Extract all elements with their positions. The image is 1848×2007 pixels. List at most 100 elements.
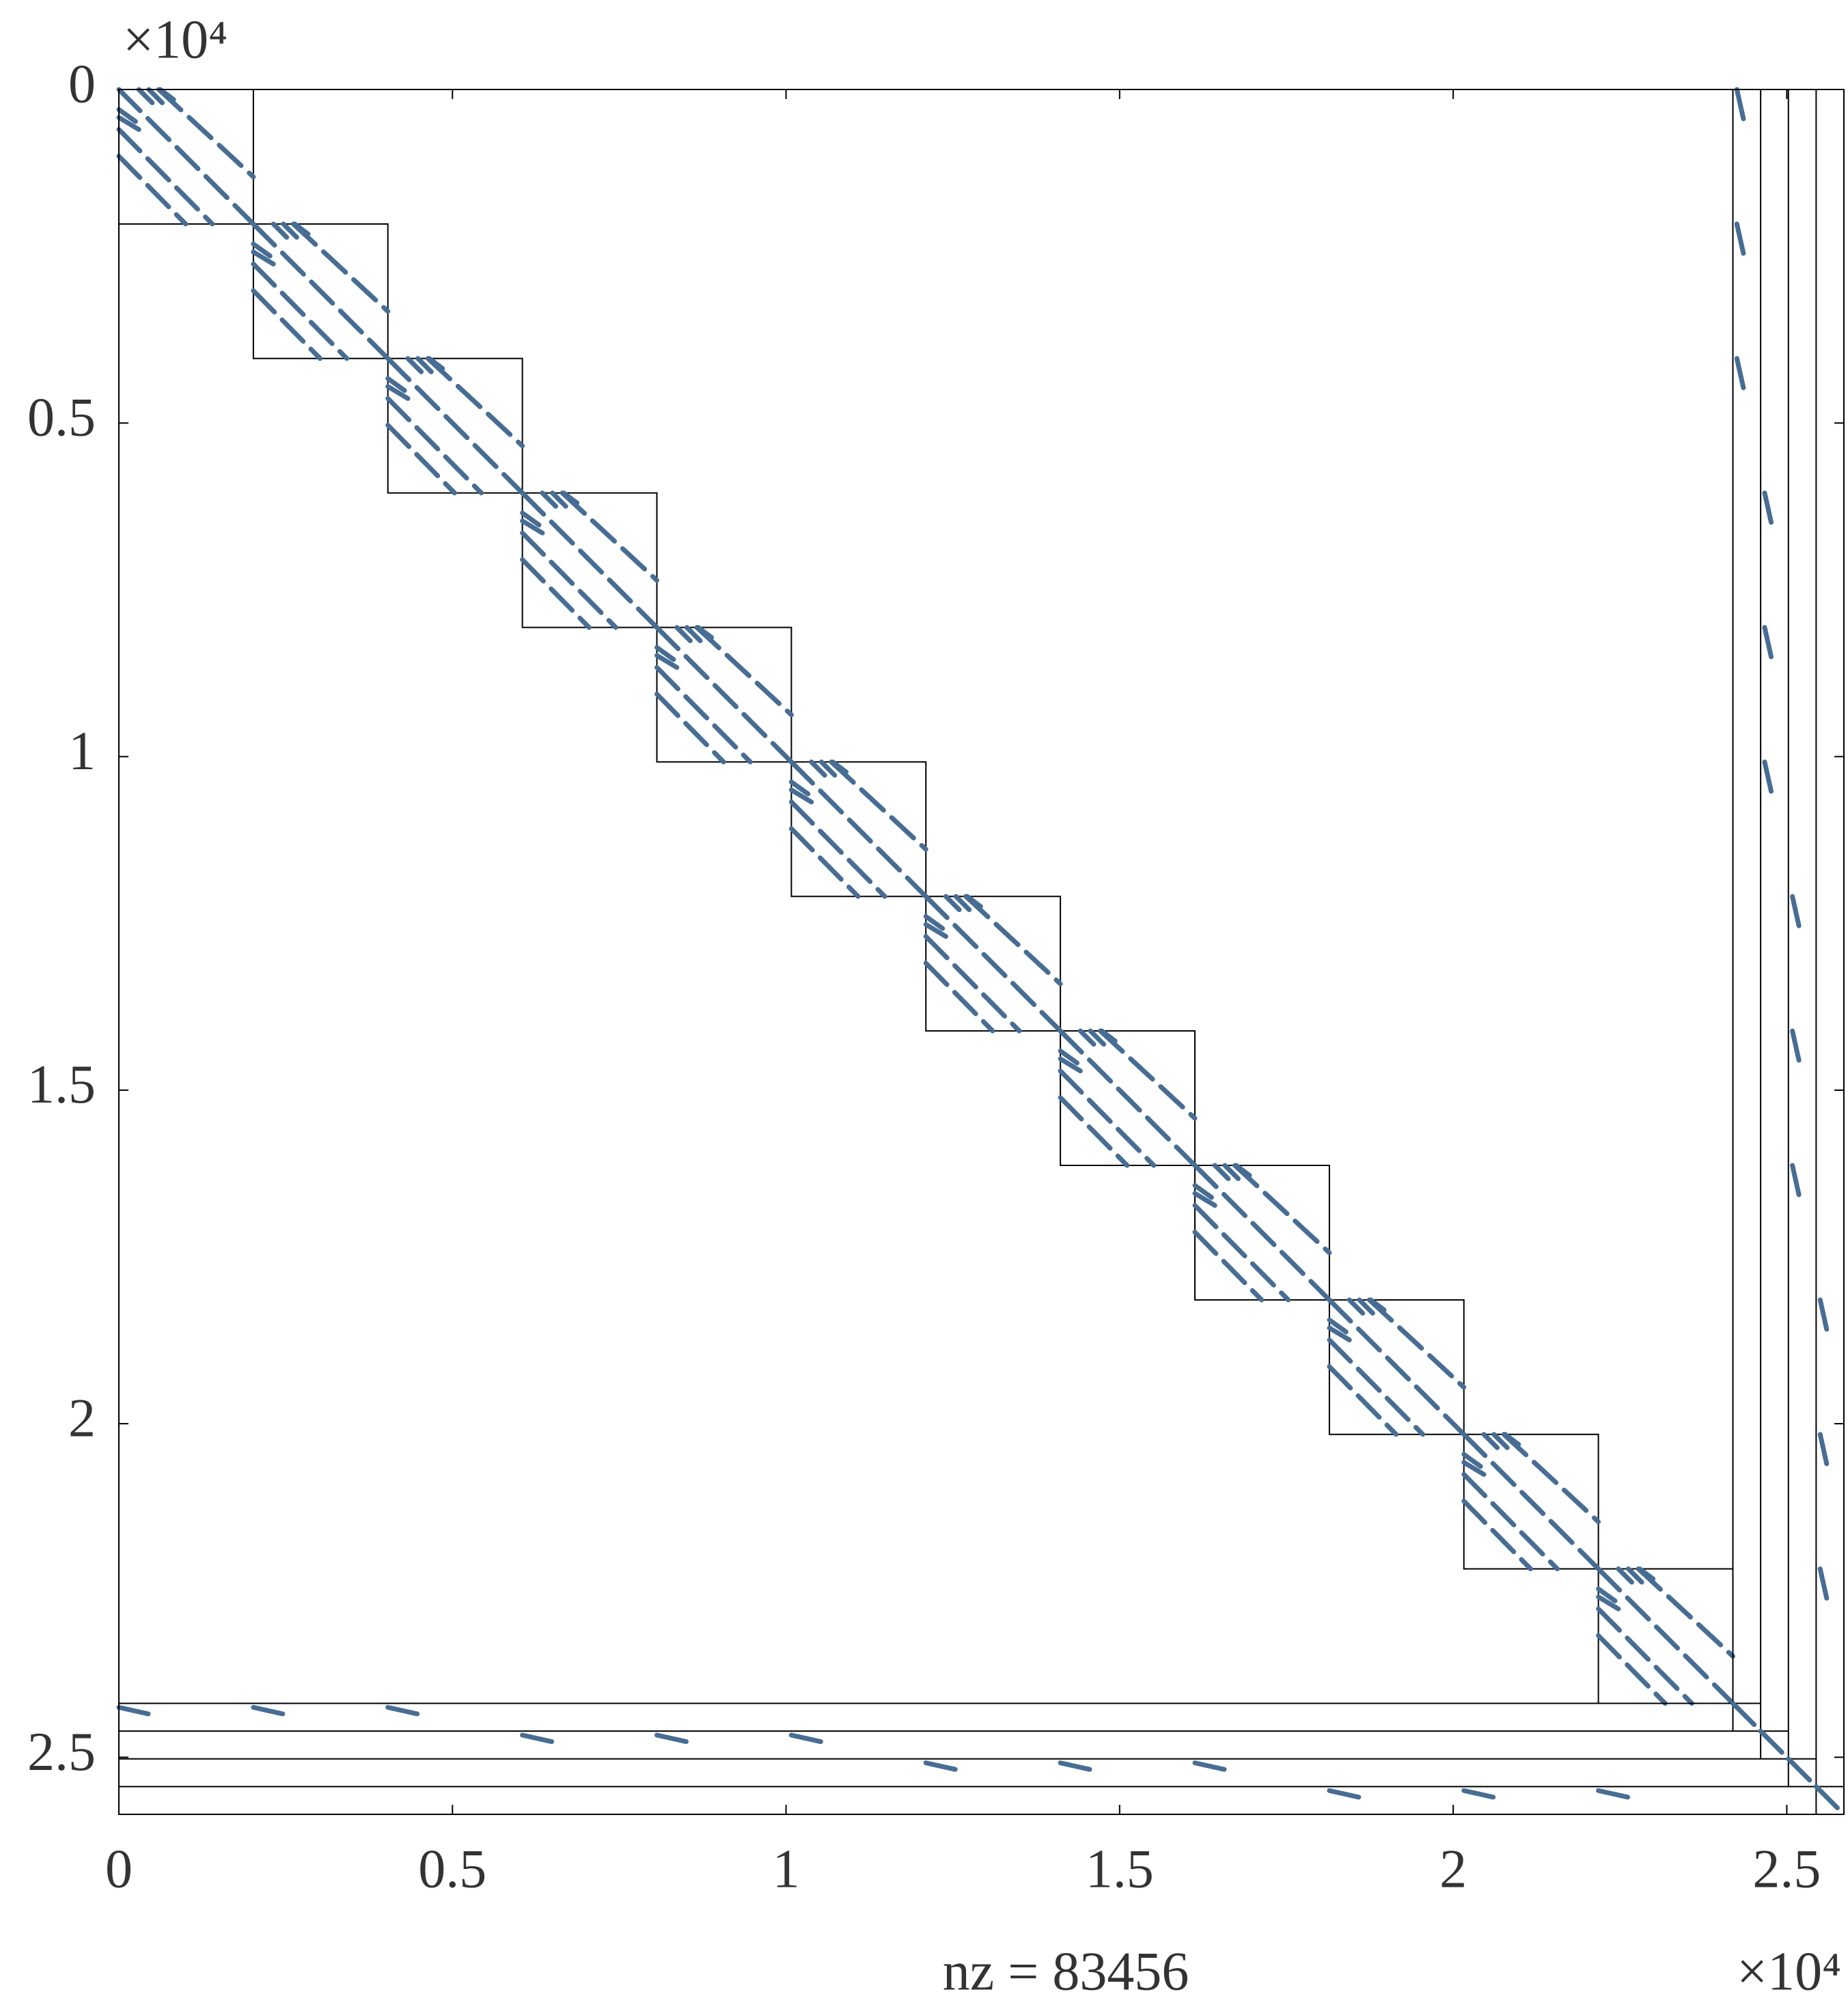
- nonzero-segment: [1058, 1760, 1093, 1772]
- nonzero-segment: [1461, 1452, 1483, 1469]
- x-tick-label: 1: [773, 1839, 800, 1899]
- nonzero-segment: [1734, 221, 1746, 257]
- nonzero-segment: [1192, 1191, 1217, 1208]
- nonzero-segment: [923, 1760, 959, 1772]
- nonzero-segment: [1192, 1230, 1265, 1303]
- nonzero-segment: [561, 490, 580, 506]
- nonzero-segment: [116, 87, 256, 227]
- nonzero-segment: [1637, 1566, 1656, 1581]
- nonzero-segment: [1368, 1297, 1387, 1313]
- nonzero-segment: [385, 396, 484, 496]
- nonzero-segment: [1192, 1163, 1332, 1303]
- nonzero-segment: [1222, 1163, 1241, 1182]
- nonzero-segment: [426, 356, 445, 371]
- nonzero-segment: [1192, 1203, 1291, 1303]
- nonzero-segment: [520, 510, 542, 527]
- nonzero-segment: [251, 241, 273, 259]
- nonzero-segment: [788, 826, 861, 899]
- nonzero-segment: [654, 665, 753, 764]
- nonzero-segment: [1636, 1566, 1735, 1659]
- nonzero-segment: [1461, 1498, 1533, 1572]
- nonzero-segment: [1088, 1028, 1107, 1047]
- nonzero-segment: [829, 759, 928, 852]
- nonzero-segment: [674, 625, 693, 643]
- nonzero-segment: [1790, 1028, 1802, 1064]
- nonzero-segment: [965, 894, 983, 909]
- nonzero-segment: [1596, 1594, 1621, 1611]
- nonzero-segment: [1762, 625, 1774, 660]
- nonzero-segment: [116, 154, 189, 227]
- nonzero-segment: [1596, 1606, 1694, 1706]
- nonzero-segment: [1357, 1297, 1375, 1316]
- y-tick-label: 1: [68, 721, 96, 781]
- nonzero-segment: [1461, 1460, 1487, 1477]
- nonzero-segment: [788, 759, 928, 899]
- nonzero-segment: [1481, 1432, 1500, 1450]
- nonzero-segment: [385, 356, 525, 496]
- nonzero-segment: [695, 625, 715, 640]
- nonzero-segment: [654, 645, 676, 662]
- nonzero-segment: [963, 894, 1063, 986]
- nonzero-segment: [281, 221, 299, 240]
- nonzero-segment: [405, 356, 424, 374]
- y-tick-label: 0: [68, 54, 96, 114]
- nonzero-segment: [1817, 1297, 1830, 1333]
- nonzero-segment: [1501, 1432, 1601, 1525]
- nonzero-segment: [1461, 1471, 1560, 1572]
- x-tick-label: 0.5: [418, 1839, 486, 1899]
- nonzero-segment: [943, 894, 962, 913]
- nonzero-segment: [1502, 1432, 1521, 1447]
- nonzero-segment: [1734, 87, 1746, 122]
- nonzero-segment: [1817, 1566, 1830, 1602]
- nonzero-segment: [560, 490, 659, 583]
- nonzero-segment: [788, 1732, 824, 1745]
- nonzero-segment: [1596, 1566, 1735, 1706]
- nonzero-segment: [385, 1704, 421, 1717]
- nonzero-segment: [540, 490, 558, 509]
- nonzero-segment: [1098, 1028, 1198, 1121]
- nonzero-segment: [146, 87, 165, 106]
- nonzero-segment: [1327, 1325, 1352, 1342]
- nonzero-segment: [116, 1704, 152, 1717]
- nonzero-segment: [251, 288, 323, 361]
- nonzero-segment: [1762, 759, 1774, 794]
- nonzero-segment: [520, 1732, 555, 1745]
- nonzero-segment: [1192, 1182, 1214, 1200]
- nonzero-segment: [953, 894, 972, 913]
- nonzero-segment: [156, 87, 256, 180]
- nonzero-segment: [809, 759, 827, 778]
- nonzero-segment: [1058, 1068, 1157, 1168]
- nonzero-segment: [550, 490, 568, 509]
- nonzero-segment: [1491, 1432, 1510, 1450]
- nonzero-segment: [1058, 1095, 1130, 1168]
- x-tick-label: 1.5: [1086, 1839, 1154, 1899]
- nonzero-segment: [1192, 1760, 1228, 1772]
- nonzero-segment: [818, 759, 838, 778]
- nonzero-segment: [425, 356, 525, 449]
- nonzero-segment: [1616, 1566, 1634, 1585]
- nonzero-segment: [788, 799, 887, 899]
- nonzero-segment: [1327, 1788, 1362, 1800]
- nonzero-segment: [923, 894, 1063, 1034]
- nonzero-segment: [1734, 356, 1746, 391]
- nonzero-segment: [251, 249, 276, 266]
- nonzero-segment: [1461, 1432, 1601, 1572]
- nonzero-segment: [923, 914, 946, 931]
- y-tick-label: 2: [68, 1388, 96, 1448]
- nonzero-segment: [1058, 1048, 1080, 1066]
- nonzero-segment: [1347, 1297, 1366, 1316]
- nonzero-segment: [385, 384, 411, 401]
- nonzero-segment: [385, 422, 457, 496]
- nonzero-segment: [923, 934, 1022, 1034]
- nonzero-segment: [788, 787, 814, 805]
- nonzero-segment: [292, 221, 311, 237]
- nonzero-segment: [385, 376, 407, 393]
- nonzero-segment: [1058, 1056, 1083, 1074]
- nonzero-segment: [923, 922, 949, 939]
- nonzero-segment: [1596, 1586, 1618, 1603]
- nonzero-segment: [1596, 1788, 1631, 1800]
- nonzero-segment: [1327, 1364, 1399, 1437]
- nonzero-segment: [1099, 1028, 1118, 1044]
